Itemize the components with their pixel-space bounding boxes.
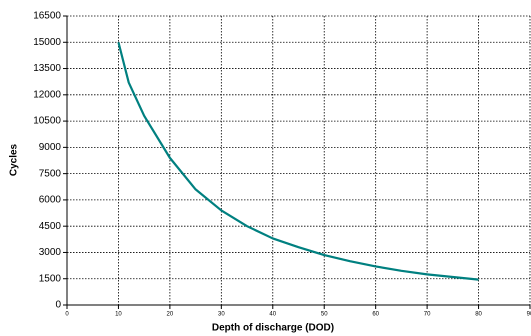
x-tick-label: 10: [115, 312, 122, 318]
data-line: [117, 42, 479, 281]
x-tick-label: 40: [269, 312, 276, 318]
y-tick-label: 10500: [33, 116, 61, 127]
y-tick-label: 16500: [33, 11, 61, 22]
y-tick-label: 7500: [39, 168, 62, 179]
x-tick-label: 20: [167, 312, 174, 318]
y-axis-title: Cycles: [9, 143, 20, 176]
x-tick-label: 80: [475, 312, 482, 318]
y-tick-label: 1500: [39, 273, 62, 284]
y-tick-label: 12000: [33, 89, 61, 100]
x-tick-label: 30: [218, 312, 225, 318]
x-tick-label: 70: [424, 312, 431, 318]
x-tick-label: 90: [527, 312, 531, 318]
y-tick-label: 3000: [39, 247, 62, 258]
x-tick-label: 60: [372, 312, 379, 318]
y-tick-label: 13500: [33, 63, 61, 74]
y-tick-label: 15000: [33, 37, 61, 48]
y-tick-label: 4500: [39, 221, 62, 232]
y-tick-label: 6000: [39, 195, 62, 206]
x-tick-label: 0: [65, 312, 69, 318]
y-tick-label: 9000: [39, 142, 62, 153]
x-tick-label: 50: [321, 312, 328, 318]
x-axis-title: Depth of discharge (DOD): [212, 323, 334, 334]
y-tick-label: 0: [55, 300, 61, 311]
